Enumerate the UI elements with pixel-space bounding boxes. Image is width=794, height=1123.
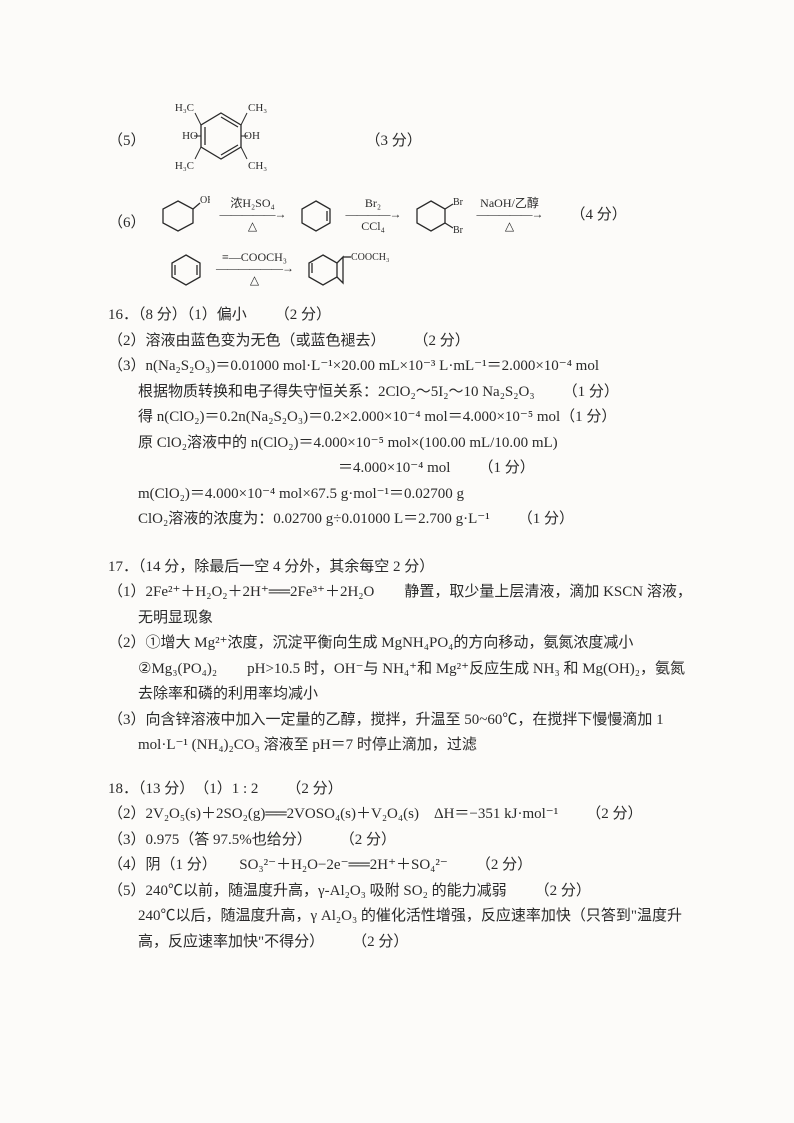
q18-p3-row: （3）0.975（答 97.5%也给分） （2 分） <box>108 828 714 854</box>
q15-part6-line2: ≡—COOCH₃ ——————→ △ COOCH₃ <box>108 247 714 291</box>
arrow-3: NaOH/乙醇 —————→ △ <box>477 197 543 233</box>
bicyclic-product-icon: COOCH₃ <box>303 247 399 291</box>
svg-text:Br: Br <box>453 197 464 208</box>
q18-p2: （2）2V₂O₅(s)＋2SO₂(g)══2VOSO₄(s)＋V₂O₄(s) Δ… <box>108 802 558 828</box>
q18-p4: （4）阴（1 分） SO₃²⁻＋H₂O−2e⁻══2H⁺＋SO₄²⁻ <box>108 853 448 879</box>
q18-p3-pts: （2 分） <box>340 828 396 854</box>
q17-p3a: （3）向含锌溶液中加入一定量的乙醇，搅拌，升温至 50~60℃，在搅拌下慢慢滴加… <box>108 708 714 734</box>
q16-header-pts: （2 分） <box>275 303 331 329</box>
svg-text:CH₃: CH₃ <box>248 102 267 114</box>
q18-p2-pts: （2 分） <box>586 802 642 828</box>
q18-p5b: 240℃以后，随温度升高，γ Al₂O₃ 的催化活性增强，反应速率加快（只答到"… <box>108 904 714 930</box>
arrow-1: 浓H₂SO₄ —————→ △ <box>220 197 286 233</box>
q18-header-row: 18．（13 分） （1）1 : 2 （2 分） <box>108 777 714 803</box>
q16: 16．（8 分）（1）偏小 （2 分） （2）溶液由蓝色变为无色（或蓝色褪去） … <box>108 303 714 533</box>
q16-p3-l7: ClO₂溶液的浓度为：0.02700 g÷0.01000 L＝2.700 g·L… <box>138 507 490 533</box>
svg-text:Br: Br <box>453 225 464 236</box>
q18-p4-pts: （2 分） <box>476 853 532 879</box>
q17-p2a: （2）①增大 Mg²⁺浓度，沉淀平衡向生成 MgNH₄PO₄的方向移动，氨氮浓度… <box>108 631 714 657</box>
q18-p5a-row: （5）240℃以前，随温度升高，γ-Al₂O₃ 吸附 SO₂ 的能力减弱 （2 … <box>108 879 714 905</box>
q18-p5a: （5）240℃以前，随温度升高，γ-Al₂O₃ 吸附 SO₂ 的能力减弱 <box>108 879 507 905</box>
q17-p2b: ②Mg₃(PO₄)₂ pH>10.5 时，OH⁻与 NH₄⁺和 Mg²⁺反应生成… <box>108 657 714 683</box>
cyclohexadiene-icon <box>166 249 206 289</box>
q18-p4-row: （4）阴（1 分） SO₃²⁻＋H₂O−2e⁻══2H⁺＋SO₄²⁻ （2 分） <box>108 853 714 879</box>
q16-p2-row: （2）溶液由蓝色变为无色（或蓝色褪去） （2 分） <box>108 329 714 355</box>
q16-p3-l6: m(ClO₂)＝4.000×10⁻⁴ mol×67.5 g·mol⁻¹＝0.02… <box>108 482 714 508</box>
q18-p5c: 高，反应速率加快"不得分） <box>138 930 324 956</box>
svg-text:CH₃: CH₃ <box>248 160 267 172</box>
q18-p5a-pts: （2 分） <box>535 879 591 905</box>
q16-p3-l2-pts: （1 分） <box>563 380 619 406</box>
q15-part5-label: （5） <box>108 127 146 156</box>
q18-header-pts: （2 分） <box>286 777 342 803</box>
q16-p3-l7-pts: （1 分） <box>518 507 574 533</box>
q16-p2: （2）溶液由蓝色变为无色（或蓝色褪去） <box>108 329 386 355</box>
arrow-4: ≡—COOCH₃ ——————→ △ <box>216 251 293 287</box>
q15-part5-pts: （3 分） <box>366 127 422 156</box>
q18: 18．（13 分） （1）1 : 2 （2 分） （2）2V₂O₅(s)＋2SO… <box>108 777 714 956</box>
q18-p5c-row: 高，反应速率加快"不得分） （2 分） <box>108 930 714 956</box>
q15-part6-label: （6） <box>108 209 146 238</box>
cyclohexene-icon <box>296 195 336 235</box>
q16-p2-pts: （2 分） <box>414 329 470 355</box>
q17-p1b: 无明显现象 <box>108 606 714 632</box>
q17-p3b: mol·L⁻¹ (NH₄)₂CO₃ 溶液至 pH＝7 时停止滴加，过滤 <box>108 733 714 759</box>
svg-text:OH: OH <box>200 195 210 206</box>
q15-part6-line1: （6） OH 浓H₂SO₄ —————→ △ Br₂ ————→ CCl₄ Br… <box>108 193 714 237</box>
arrow-2: Br₂ ————→ CCl₄ <box>346 197 401 233</box>
svg-text:COOCH₃: COOCH₃ <box>351 252 390 263</box>
q17: 17．（14 分，除最后一空 4 分外，其余每空 2 分） （1）2Fe²⁺＋H… <box>108 555 714 759</box>
q18-p2-row: （2）2V₂O₅(s)＋2SO₂(g)══2VOSO₄(s)＋V₂O₄(s) Δ… <box>108 802 714 828</box>
q18-p3: （3）0.975（答 97.5%也给分） <box>108 828 312 854</box>
q16-p3-l5-row: ＝4.000×10⁻⁴ mol （1 分） <box>108 456 714 482</box>
q16-p3-l3: 得 n(ClO₂)＝0.2n(Na₂S₂O₃)＝0.2×2.000×10⁻⁴ m… <box>108 405 714 431</box>
svg-text:H₃C: H₃C <box>174 102 193 114</box>
q16-p3-l5: ＝4.000×10⁻⁴ mol <box>338 456 450 482</box>
q16-header: 16．（8 分）（1）偏小 <box>108 303 247 329</box>
q16-p3-l4: 原 ClO₂溶液中的 n(ClO₂)＝4.000×10⁻⁵ mol×(100.0… <box>108 431 714 457</box>
q15-part6-pts: （4 分） <box>571 201 627 230</box>
cyclohexanol-icon: OH <box>156 193 210 237</box>
q16-p3-l2: 根据物质转换和电子得失守恒关系：2ClO₂～5I₂～10 Na₂S₂O₃ <box>138 380 535 406</box>
hexasubstituted-benzene-icon: H₃C CH₃ HO OH H₃C CH₃ <box>156 99 286 183</box>
q16-p3-l2-row: 根据物质转换和电子得失守恒关系：2ClO₂～5I₂～10 Na₂S₂O₃ （1 … <box>108 380 714 406</box>
q15-part5: （5） H₃C CH₃ HO OH H₃C CH₃ <box>108 99 714 183</box>
q18-p5c-pts: （2 分） <box>352 930 408 956</box>
q17-header: 17．（14 分，除最后一空 4 分外，其余每空 2 分） <box>108 555 714 581</box>
q16-p3-l1: （3）n(Na₂S₂O₃)＝0.01000 mol·L⁻¹×20.00 mL×1… <box>108 354 714 380</box>
q17-p2c: 去除率和磷的利用率均减小 <box>108 682 714 708</box>
answer-page: （5） H₃C CH₃ HO OH H₃C CH₃ <box>0 0 794 1123</box>
q16-p3-l5-pts: （1 分） <box>478 456 534 482</box>
dibromocyclohexane-icon: Br Br <box>411 193 467 237</box>
svg-text:H₃C: H₃C <box>174 160 193 172</box>
q17-p1a: （1）2Fe²⁺＋H₂O₂＋2H⁺══2Fe³⁺＋2H₂O 静置，取少量上层清液… <box>108 580 714 606</box>
q16-header-row: 16．（8 分）（1）偏小 （2 分） <box>108 303 714 329</box>
q16-p3-l7-row: ClO₂溶液的浓度为：0.02700 g÷0.01000 L＝2.700 g·L… <box>108 507 714 533</box>
q18-header: 18．（13 分） （1）1 : 2 <box>108 777 258 803</box>
